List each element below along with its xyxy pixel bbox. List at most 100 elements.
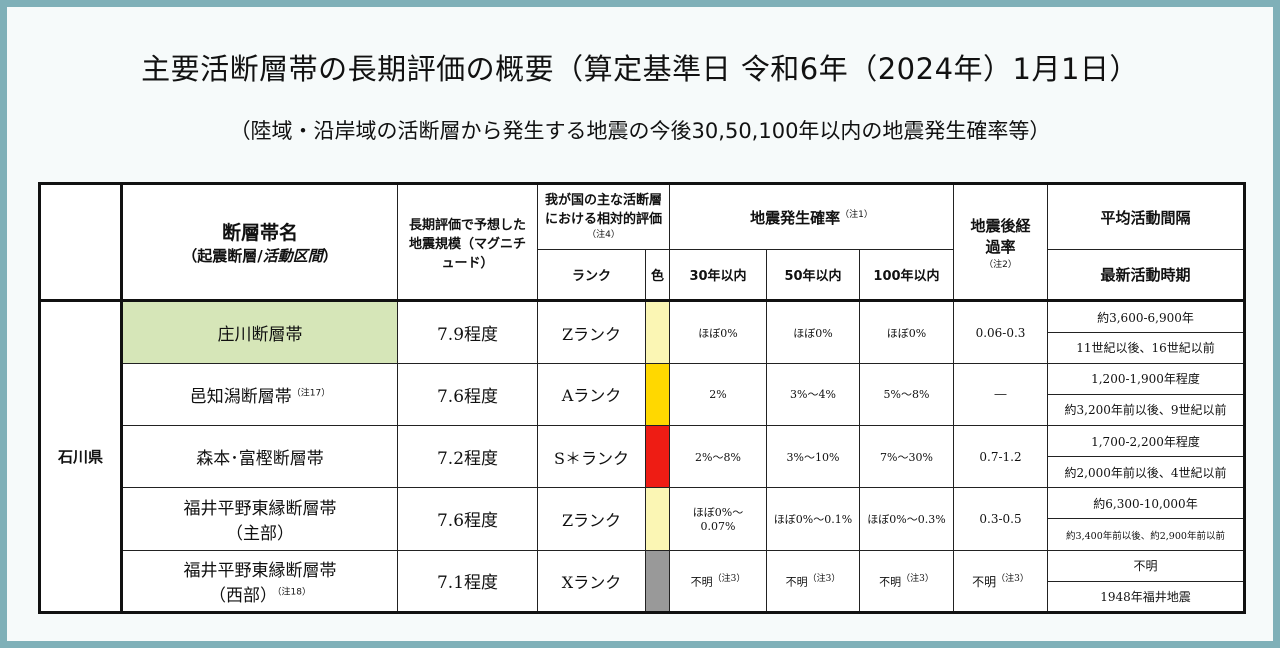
prob-p50-cell: ほぼ0% xyxy=(766,300,860,364)
header-p100: 100年以内 xyxy=(859,249,954,303)
latest-activity-cell: 11世紀以後、16世紀以前 xyxy=(1047,331,1245,364)
header-p50: 50年以内 xyxy=(766,249,860,303)
table-row: 福井平野東縁断層帯 （西部）（注18） 7.1程度 Xランク 不明（注3） 不明（注3）不… xyxy=(40,549,1245,614)
magnitude-cell: 7.1程度 xyxy=(397,549,538,614)
prob-p50: ほぼ0% xyxy=(793,326,833,340)
fault-name: 森本･富樫断層帯 xyxy=(196,449,324,470)
elapsed-rate-label: 地震後経過率 xyxy=(970,216,1031,256)
magnitude-cell: 7.6程度 xyxy=(397,487,538,551)
interval-cell: 1,700-2,200年程度 xyxy=(1047,425,1245,458)
header-fault-name: 断層帯名 （起震断層/活動区間） xyxy=(121,182,398,303)
elapsed-rate-cell: 0.3-0.5 xyxy=(953,487,1048,551)
elapsed-rate-cell: 0.06-0.3 xyxy=(953,300,1048,364)
prob-p50-cell: 3%～4% xyxy=(766,362,860,427)
prob-p50-cell: 不明（注3） xyxy=(766,549,860,614)
rank-cell: S＊ランク xyxy=(537,425,646,489)
table-row-sub: 約2,000年前以後、4世紀以前 xyxy=(40,456,1245,489)
interval-cell: 1,200-1,900年程度 xyxy=(1047,362,1245,395)
prob-p50-cell: ほぼ0%～0.1% xyxy=(766,487,860,551)
latest-activity-cell: 約2,000年前以後、4世紀以前 xyxy=(1047,456,1245,489)
fault-note: （注17） xyxy=(291,388,331,399)
prob-p30-cell: ほぼ0%～0.07% xyxy=(669,487,767,551)
elapsed-rate-cell: 不明（注3） xyxy=(953,549,1048,614)
prob-note: （注3） xyxy=(901,574,934,585)
prob-p30: 不明 xyxy=(690,576,713,590)
prob-p100: 5%～8% xyxy=(883,388,930,402)
header-relative-eval: 我が国の主な活断層における相対的評価 （注4） xyxy=(537,182,670,251)
prob-p50: 3%～10% xyxy=(786,450,840,464)
elapsed-rate-cell: 0.7-1.2 xyxy=(953,425,1048,489)
prob-p100: 不明 xyxy=(879,576,902,590)
prefecture-cell: 石川県 xyxy=(39,300,123,613)
prob-p30-cell: 2% xyxy=(669,362,767,427)
header-elapsed-rate: 地震後経過率 （注2） xyxy=(953,182,1048,303)
rank-cell: Zランク xyxy=(537,487,646,551)
color-swatch xyxy=(645,549,670,614)
rank-cell: Zランク xyxy=(537,300,646,364)
table-row: 石川県 庄川断層帯 7.9程度 Zランク ほぼ0% ほぼ0% ほぼ0% 0.06-0.3 約3,… xyxy=(39,300,1245,613)
page-title: 主要活断層帯の長期評価の概要（算定基準日 令和6年（2024年）1月1日） xyxy=(141,52,1139,86)
prob-p100-cell: 5%～8% xyxy=(859,362,954,427)
fault-name-sub: （主部） xyxy=(226,523,294,544)
rate-note: （注3） xyxy=(996,574,1029,585)
prob-p50-cell: 3%～10% xyxy=(766,425,860,489)
fault-name: 福井平野東縁断層帯 xyxy=(183,498,337,519)
fault-name-sub-c: ） xyxy=(322,247,338,266)
prob-p30-cell: 2%～8% xyxy=(669,425,767,489)
prob-p100-cell: ほぼ0% xyxy=(859,300,954,364)
fault-name: 庄川断層帯 xyxy=(217,325,303,346)
prob-p30: 2% xyxy=(709,387,727,401)
fault-name-sub: （西部） xyxy=(209,585,278,606)
latest-activity-cell: 約3,200年前以後、9世紀以前 xyxy=(1047,393,1245,427)
prob-p30-cell: 不明（注3） xyxy=(669,549,767,614)
prob-p30: 2%～8% xyxy=(695,450,741,464)
magnitude-cell: 7.6程度 xyxy=(397,362,538,427)
header-p30: 30年以内 xyxy=(669,249,767,303)
prob-p30: ほぼ0% xyxy=(698,326,738,340)
prob-p50: 3%～4% xyxy=(790,388,836,402)
header-interval: 平均活動間隔 xyxy=(1047,182,1245,251)
fault-name-cell: 福井平野東縁断層帯 （西部）（注18） xyxy=(121,549,398,614)
prob-p100: ほぼ0%～0.3% xyxy=(867,512,946,526)
header-corner xyxy=(39,182,123,303)
relative-eval-label: 我が国の主な活断層における相対的評価 xyxy=(544,192,662,227)
prob-p100: 7%～30% xyxy=(880,450,933,464)
fault-table: 断層帯名 （起震断層/活動区間） 長期評価で予想した地震規模（マグニチュード） … xyxy=(38,182,1246,614)
fault-name: 福井平野東縁断層帯 xyxy=(183,560,337,581)
prob-note: （注3） xyxy=(807,574,841,585)
relative-eval-note: （注4） xyxy=(587,229,620,240)
color-swatch xyxy=(645,487,670,551)
elapsed-rate-cell: ― xyxy=(953,362,1048,427)
fault-name-sub-a: （起震断層/ xyxy=(182,247,263,266)
elapsed-note: （注2） xyxy=(984,259,1017,270)
header-rank: ランク xyxy=(537,249,646,303)
table-row: 邑知潟断層帯（注17） 7.6程度 Aランク 2% 3%～4% 5%～8% ― 1,200-1… xyxy=(40,362,1245,427)
color-swatch xyxy=(645,362,670,427)
probability-label: 地震発生確率 xyxy=(750,208,841,227)
fault-note: （注18） xyxy=(277,587,311,598)
fault-name-cell: 邑知潟断層帯（注17） xyxy=(121,362,398,427)
prob-p30-cell: ほぼ0% xyxy=(669,300,767,364)
prob-p100-cell: 7%～30% xyxy=(859,425,954,489)
prob-note: （注3） xyxy=(712,574,746,585)
elapsed-rate: 0.3-0.5 xyxy=(979,511,1022,526)
header-magnitude: 長期評価で予想した地震規模（マグニチュード） xyxy=(397,182,538,303)
header-latest: 最新活動時期 xyxy=(1047,249,1245,303)
table-row-sub: 1948年福井地震 xyxy=(40,580,1245,614)
magnitude-cell: 7.9程度 xyxy=(397,300,538,364)
fault-name: 邑知潟断層帯 xyxy=(189,386,292,407)
magnitude-cell: 7.2程度 xyxy=(397,425,538,489)
latest-activity-cell: 1948年福井地震 xyxy=(1047,580,1245,614)
fault-name-cell: 庄川断層帯 xyxy=(121,300,398,364)
prob-p100-cell: ほぼ0%～0.3% xyxy=(859,487,954,551)
elapsed-rate: 0.7-1.2 xyxy=(979,449,1022,464)
prob-p50: 不明 xyxy=(785,576,808,590)
page-subtitle: （陸域・沿岸域の活断層から発生する地震の今後30,50,100年以内の地震発生確… xyxy=(229,119,1051,143)
table-row: 森本･富樫断層帯 7.2程度 S＊ランク 2%～8% 3%～10% 7%～30% 0.7-1… xyxy=(40,425,1245,489)
interval-cell: 不明 xyxy=(1047,549,1245,582)
elapsed-rate: 不明 xyxy=(972,575,997,590)
color-swatch xyxy=(645,300,670,364)
latest-activity-cell: 約3,400年前以後、約2,900年前以前 xyxy=(1047,518,1245,551)
interval-cell: 約3,600-6,900年 xyxy=(1047,300,1245,333)
fault-name-cell: 福井平野東縁断層帯 （主部） xyxy=(121,487,398,551)
